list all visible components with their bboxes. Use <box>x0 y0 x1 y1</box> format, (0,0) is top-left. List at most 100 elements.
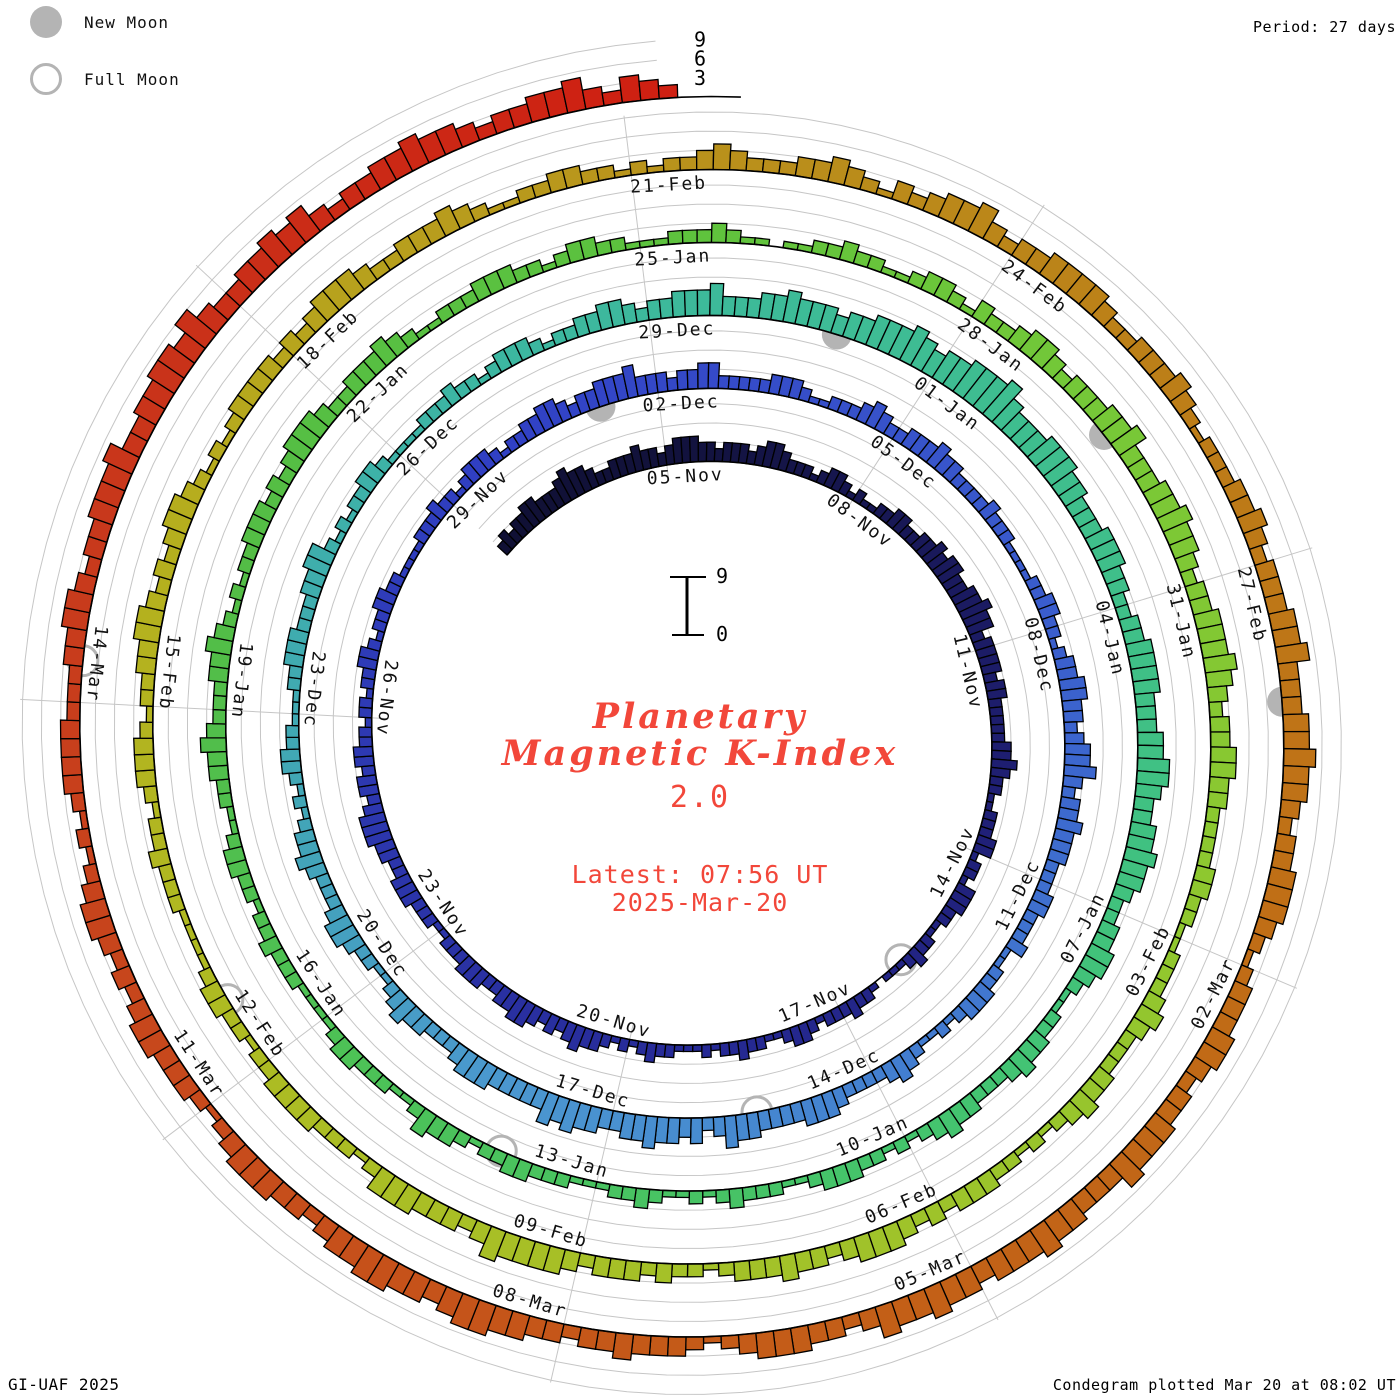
k-bar <box>701 1043 712 1059</box>
k-bar <box>697 362 710 390</box>
date-label: 02-Dec <box>642 391 720 416</box>
k-bar <box>697 441 708 463</box>
legend-full-moon: Full Moon <box>30 63 180 95</box>
k-bar <box>695 149 715 171</box>
k-bar <box>618 74 642 104</box>
k-bar <box>676 369 689 391</box>
k-bar <box>679 156 698 171</box>
k-bar <box>630 1333 652 1356</box>
grid-spoke <box>20 698 388 720</box>
k-bar <box>647 1188 664 1204</box>
k-bar <box>682 1044 694 1053</box>
k-bar <box>1204 669 1234 689</box>
k-bar <box>662 156 681 173</box>
period-label: Period: 27 days <box>1253 18 1396 36</box>
k-bar <box>688 435 700 463</box>
k-bar <box>719 1041 731 1058</box>
k-bar <box>717 1261 736 1277</box>
k-bar <box>686 368 699 390</box>
grid-spoke <box>550 1023 634 1383</box>
k-bar <box>639 1261 658 1277</box>
k-bar <box>657 83 679 100</box>
k-bar <box>1132 677 1161 696</box>
grid-spoke <box>960 547 1313 656</box>
k-axis-tick-label: 6 <box>694 47 706 71</box>
new-moon-label: New Moon <box>84 12 170 32</box>
k-bar <box>720 1334 740 1350</box>
date-label: 25-Jan <box>634 245 712 270</box>
k-bar <box>712 1115 727 1138</box>
k-bar <box>748 1257 768 1281</box>
k-bar <box>665 376 679 392</box>
k-bar <box>667 229 684 245</box>
date-label: 29-Dec <box>638 318 716 343</box>
k-bar <box>685 1336 705 1351</box>
date-label: 05-Nov <box>646 464 724 489</box>
k-bar <box>654 1262 673 1284</box>
current-k-value: 2.0 <box>669 780 731 815</box>
grid-spiral-k9 <box>21 40 1342 1395</box>
k-bar <box>648 1335 670 1357</box>
k-bar <box>725 229 742 244</box>
k-bar <box>654 371 669 394</box>
baseline-spiral <box>78 95 1285 1338</box>
k-bar <box>62 645 86 668</box>
k-bar <box>715 1188 731 1204</box>
full-moon-icon <box>30 63 62 95</box>
k-bar <box>763 1255 784 1279</box>
k-bar <box>710 222 728 244</box>
k-bar <box>678 1117 692 1138</box>
k-bar <box>673 1044 685 1053</box>
legend-new-moon: New Moon <box>30 6 169 38</box>
k-bar <box>691 1044 703 1053</box>
k-bar <box>1277 660 1300 682</box>
k-bar <box>723 1114 740 1150</box>
latest-date: 2025-Mar-20 <box>611 888 789 917</box>
grid-spoke <box>195 264 466 517</box>
k-bar <box>658 297 674 320</box>
latest-time: Latest: 07:56 UT <box>571 860 829 889</box>
grid-spiral-k6 <box>40 59 1323 1376</box>
k-bar <box>755 1330 778 1360</box>
k-bar <box>213 680 229 697</box>
new-moon-icon <box>30 6 62 38</box>
k-bar <box>140 672 156 692</box>
date-label: 21-Feb <box>630 172 708 197</box>
k-bar <box>733 1259 752 1283</box>
grid-spoke <box>623 115 670 481</box>
k-bar <box>681 229 698 244</box>
k-bar <box>737 1332 759 1355</box>
k-bar <box>721 295 737 317</box>
k-bar <box>689 1117 704 1145</box>
k-bar <box>67 664 83 686</box>
k-bar <box>728 1187 745 1210</box>
grid-spoke <box>957 844 1297 989</box>
k-bar <box>1279 678 1302 699</box>
k-bar <box>680 435 692 464</box>
k-bar <box>670 1263 689 1278</box>
k-bar <box>696 289 712 317</box>
k-bar <box>696 228 713 244</box>
k-bar <box>728 149 749 172</box>
k-bar <box>683 289 699 317</box>
grid-spoke <box>830 991 999 1321</box>
k-scale-min-label: 0 <box>716 622 728 646</box>
k-scale-max-label: 9 <box>716 564 728 588</box>
chart-title-line1: Planetary <box>592 696 808 737</box>
k-bar <box>712 143 732 171</box>
k-bar <box>620 302 638 326</box>
k-bar <box>688 1190 704 1205</box>
k-bar <box>745 157 765 173</box>
k-bar <box>675 1190 691 1199</box>
k-axis-tick-label: 3 <box>694 66 706 90</box>
k-bar <box>686 1263 704 1278</box>
k-bar <box>717 375 731 390</box>
k-bar <box>638 78 660 102</box>
plotted-timestamp: Condegram plotted Mar 20 at 08:02 UT <box>1052 1376 1396 1394</box>
k-axis-tick-label: 9 <box>694 27 706 51</box>
credit-left: GI-UAF 2025 <box>8 1375 120 1394</box>
k-bar <box>670 290 687 318</box>
k-bar <box>701 1116 715 1132</box>
